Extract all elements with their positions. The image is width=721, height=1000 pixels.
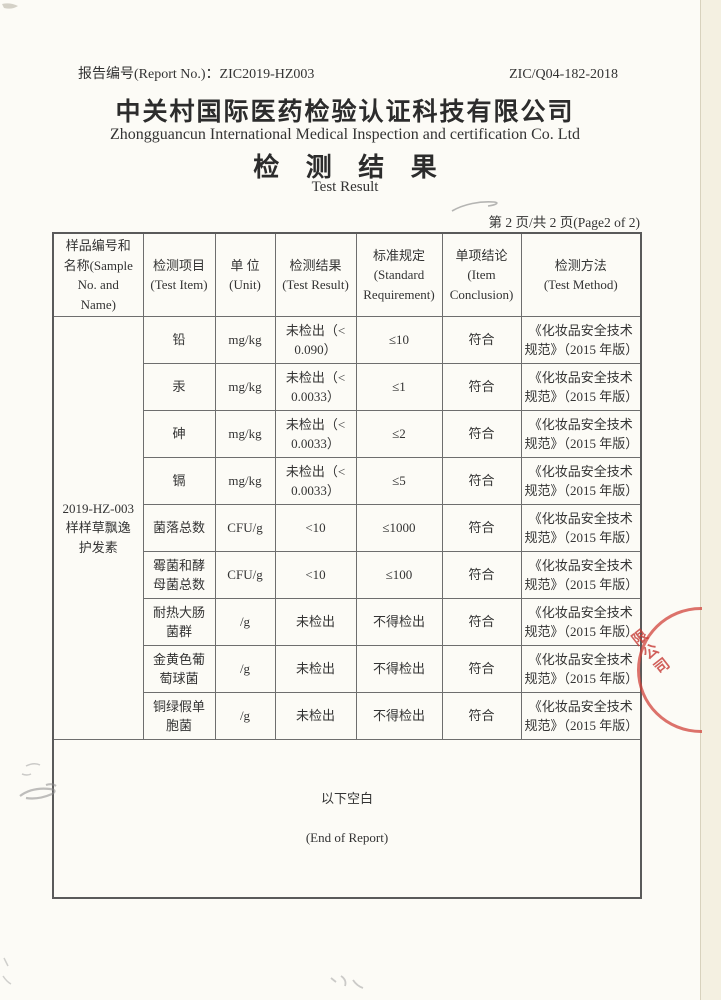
header-cell-test-item: 检测项目 (Test Item)	[142, 232, 216, 317]
cell-standard: 不得检出	[355, 692, 443, 740]
cell-standard: 不得检出	[355, 645, 443, 693]
cell-method: 《化妆品安全技术 规范》（2015 年版）	[520, 692, 642, 740]
cell-test-item: 霉菌和酵 母菌总数	[142, 551, 216, 599]
end-of-report-en: (End of Report)	[305, 830, 389, 845]
page-indicator: 第 2 页/共 2 页(Page2 of 2)	[488, 215, 640, 230]
cell-method: 《化妆品安全技术 规范》（2015 年版）	[520, 504, 642, 552]
table-row: 镉 mg/kg 未检出（< 0.0033） ≤5 符合 《化妆品安全技术 规范》…	[53, 457, 642, 505]
cell-standard: 不得检出	[355, 598, 443, 646]
cell-test-result: 未检出	[274, 645, 357, 693]
cell-standard: ≤10	[355, 316, 443, 364]
table-row: 2019-HZ-003 样样草飘逸 护发素 铅 mg/kg 未检出（< 0.09…	[52, 316, 642, 740]
cell-test-result: 未检出	[274, 598, 357, 646]
cell-test-result: 未检出（< 0.0033）	[274, 363, 357, 411]
cell-test-item: 菌落总数	[142, 504, 216, 552]
table-header-row: 样品编号和 名称(Sample No. and Name) 检测项目 (Test…	[52, 232, 642, 317]
cell-conclusion: 符合	[441, 692, 522, 740]
company-name-en: Zhongguancun International Medical Inspe…	[109, 126, 581, 143]
table-row: 汞 mg/kg 未检出（< 0.0033） ≤1 符合 《化妆品安全技术 规范》…	[53, 363, 642, 411]
smudge-mark	[2, 957, 12, 985]
cell-unit: /g	[214, 692, 276, 740]
header-cell-conclusion: 单项结论 (Item Conclusion)	[441, 232, 522, 317]
cell-unit: CFU/g	[214, 551, 276, 599]
cell-unit: mg/kg	[214, 410, 276, 458]
test-results-table: 样品编号和 名称(Sample No. and Name) 检测项目 (Test…	[52, 232, 642, 899]
end-of-report-cell: 以下空白 (End of Report)	[52, 739, 642, 898]
seal-ring	[637, 607, 702, 733]
cell-conclusion: 符合	[441, 457, 522, 505]
cell-unit: mg/kg	[214, 316, 276, 364]
result-title-en: Test Result	[311, 179, 379, 195]
cell-test-item: 镉	[142, 457, 216, 505]
cell-standard: ≤100	[355, 551, 443, 599]
cell-test-item: 耐热大肠 菌群	[142, 598, 216, 646]
cell-unit: mg/kg	[214, 457, 276, 505]
header-cell-test-result: 检测结果 (Test Result)	[274, 232, 357, 317]
cell-conclusion: 符合	[441, 551, 522, 599]
report-number: 报告编号(Report No.)：ZIC2019-HZ003	[78, 63, 314, 83]
result-title-cn: 检 测 结 果	[253, 153, 447, 182]
cell-test-result: 未检出（< 0.0033）	[274, 457, 357, 505]
cell-method: 《化妆品安全技术 规范》（2015 年版）	[520, 410, 642, 458]
end-of-report-cn: 以下空白	[320, 791, 373, 806]
report-number-label: 报告编号(Report No.)：	[78, 67, 220, 82]
cell-sample-name: 2019-HZ-003 样样草飘逸 护发素	[52, 316, 144, 740]
table-row: 霉菌和酵 母菌总数 CFU/g <10 ≤100 符合 《化妆品安全技术 规范》…	[53, 551, 642, 599]
cell-standard: ≤1	[355, 363, 443, 411]
cell-unit: mg/kg	[214, 363, 276, 411]
cell-test-item: 铜绿假单 胞菌	[142, 692, 216, 740]
cell-conclusion: 符合	[441, 645, 522, 693]
report-number-value: ZIC2019-HZ003	[219, 67, 315, 82]
cell-unit: /g	[214, 645, 276, 693]
cell-standard: ≤1000	[355, 504, 443, 552]
cell-method: 《化妆品安全技术 规范》（2015 年版）	[520, 457, 642, 505]
cell-test-result: 未检出	[274, 692, 357, 740]
document-code: ZIC/Q04-182-2018	[509, 67, 618, 82]
smudge-mark	[330, 975, 364, 989]
cell-conclusion: 符合	[441, 598, 522, 646]
cell-test-item: 铅	[142, 316, 216, 364]
smudge-mark	[2, 3, 18, 9]
cell-test-result: 未检出（< 0.090）	[274, 316, 357, 364]
header-cell-unit: 单 位 (Unit)	[214, 232, 276, 317]
table-row: 菌落总数 CFU/g <10 ≤1000 符合 《化妆品安全技术 规范》（201…	[53, 504, 642, 552]
cell-method: 《化妆品安全技术 规范》（2015 年版）	[520, 363, 642, 411]
cell-unit: /g	[214, 598, 276, 646]
cell-standard: ≤5	[355, 457, 443, 505]
cell-conclusion: 符合	[441, 410, 522, 458]
header-cell-standard: 标准规定 (Standard Requirement)	[355, 232, 443, 317]
end-of-report-row: 以下空白 (End of Report)	[52, 739, 642, 898]
header-cell-sample: 样品编号和 名称(Sample No. and Name)	[52, 232, 144, 317]
cell-test-item: 汞	[142, 363, 216, 411]
table-row: 砷 mg/kg 未检出（< 0.0033） ≤2 符合 《化妆品安全技术 规范》…	[53, 410, 642, 458]
cell-method: 《化妆品安全技术 规范》（2015 年版）	[520, 598, 642, 646]
cell-test-result: <10	[274, 551, 357, 599]
paper-scan-edge	[700, 0, 721, 1000]
cell-test-item: 金黄色葡 萄球菌	[142, 645, 216, 693]
cell-test-result: 未检出（< 0.0033）	[274, 410, 357, 458]
cell-conclusion: 符合	[441, 316, 522, 364]
cell-unit: CFU/g	[214, 504, 276, 552]
cell-test-result: <10	[274, 504, 357, 552]
cell-test-item: 砷	[142, 410, 216, 458]
table-row: 铜绿假单 胞菌 /g 未检出 不得检出 符合 《化妆品安全技术 规范》（2015…	[53, 692, 642, 740]
report-number-line: 报告编号(Report No.)：ZIC2019-HZ003 ZIC/Q04-1…	[78, 63, 618, 83]
cell-conclusion: 符合	[441, 363, 522, 411]
cell-method: 《化妆品安全技术 规范》（2015 年版）	[520, 645, 642, 693]
cell-standard: ≤2	[355, 410, 443, 458]
cell-conclusion: 符合	[441, 504, 522, 552]
cell-method: 《化妆品安全技术 规范》（2015 年版）	[520, 551, 642, 599]
table-row: 金黄色葡 萄球菌 /g 未检出 不得检出 符合 《化妆品安全技术 规范》（201…	[53, 645, 642, 693]
cell-method: 《化妆品安全技术 规范》（2015 年版）	[520, 316, 642, 364]
header-cell-method: 检测方法 (Test Method)	[520, 232, 642, 317]
company-name-cn: 中关村国际医药检验认证科技有限公司	[115, 99, 575, 126]
